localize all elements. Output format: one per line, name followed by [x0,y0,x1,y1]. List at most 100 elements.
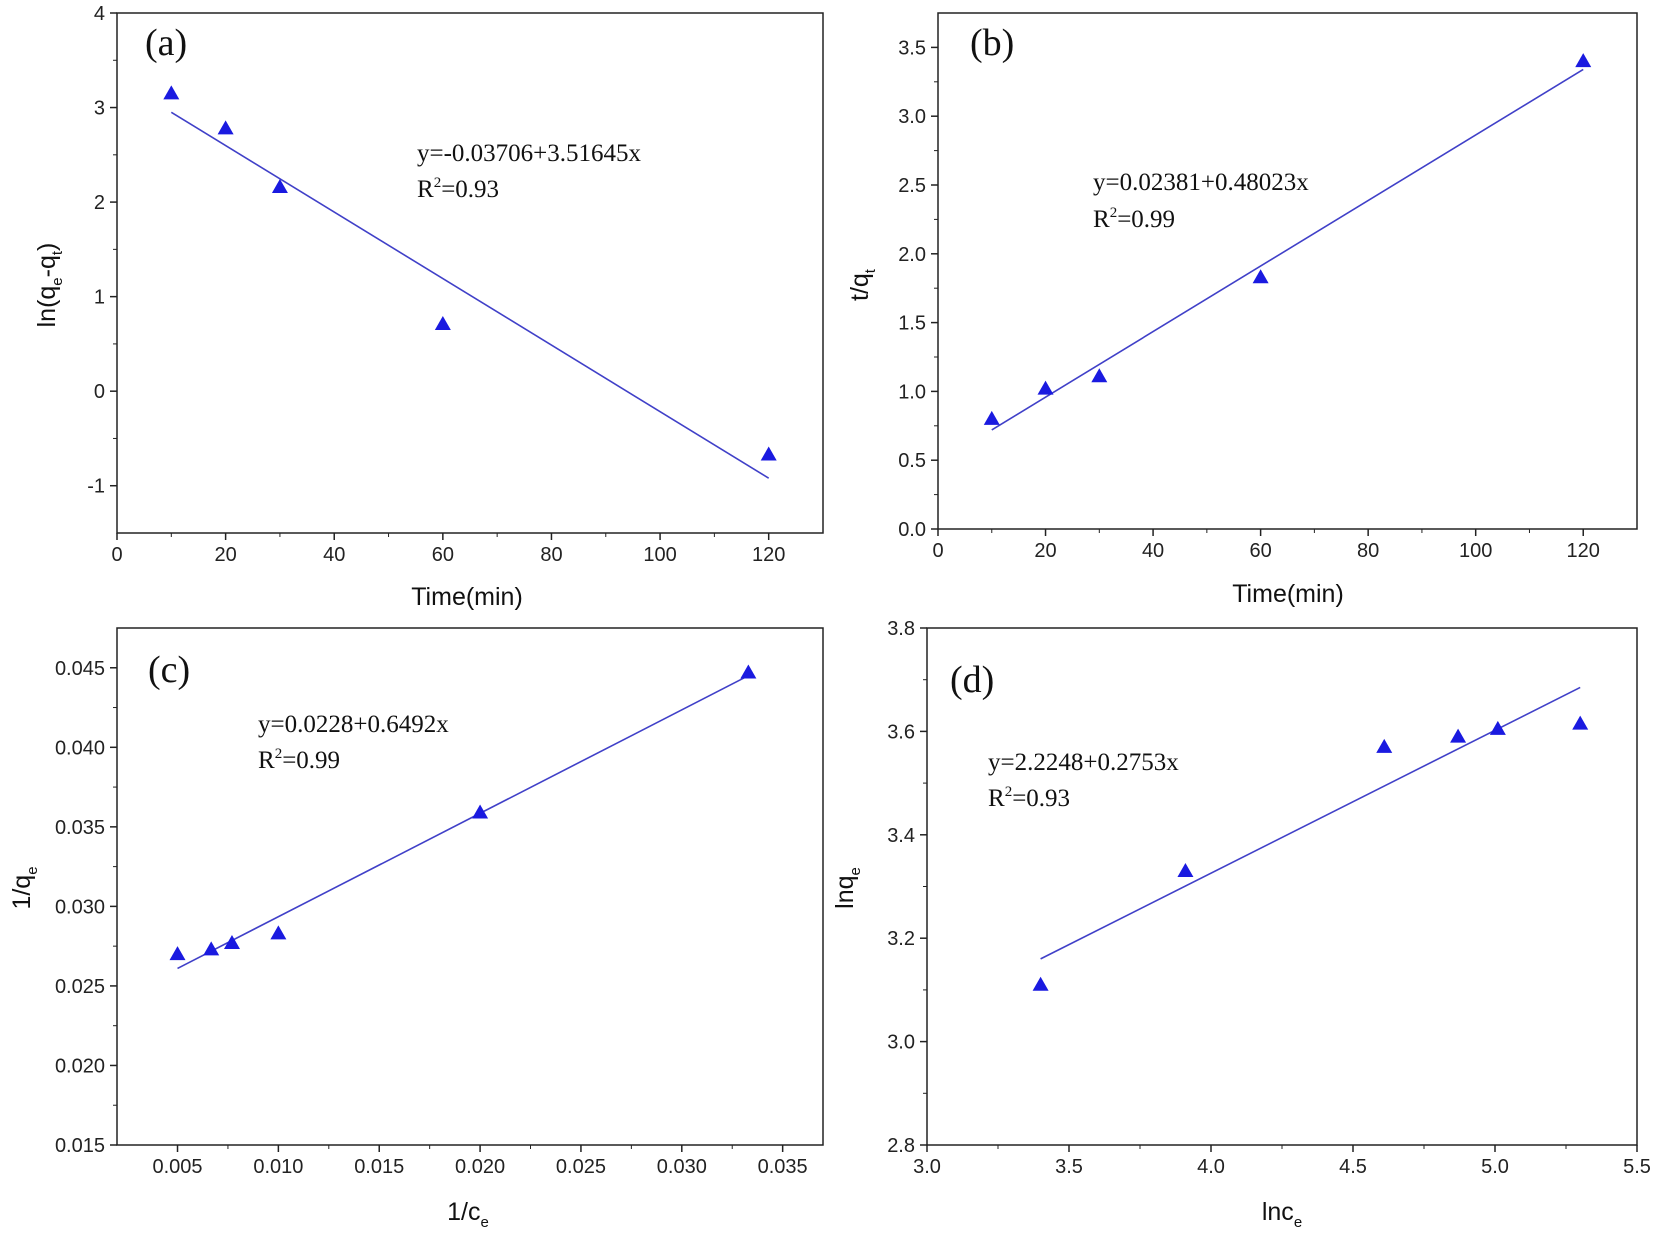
y-tick-label: 3.6 [887,721,915,743]
y-axis-title: lnqe [831,867,864,909]
panel-label: (d) [950,659,994,701]
x-tick-label: 0.030 [657,1156,707,1178]
x-tick-label: 100 [1459,540,1492,562]
r-squared: R2=0.99 [1093,205,1175,233]
y-tick-label: 0.030 [55,896,105,918]
y-tick-label: 2.8 [887,1135,915,1157]
data-point [1032,976,1049,991]
x-tick-label: 120 [752,544,785,566]
panel-label: (c) [148,649,190,691]
y-tick-label: 0.035 [55,817,105,839]
data-point [270,925,287,940]
y-tick-label: 0.020 [55,1055,105,1077]
x-tick-label: 40 [323,544,345,566]
y-tick-label: 0.015 [55,1135,105,1157]
data-point [1572,715,1589,730]
fit-equation: y=-0.03706+3.51645x [417,140,642,167]
x-tick-label: 0.035 [758,1156,808,1178]
x-tick-label: 40 [1142,540,1164,562]
x-tick-label: 0.010 [253,1156,303,1178]
panel-b: 0 20 40 60 80 100 120 0.0 0.5 1.0 1.5 2.0 2.5 3.0 3.5 (… [846,12,1638,608]
x-tick-label: 20 [1034,540,1056,562]
fit-line [1040,686,1581,960]
x-axis-title: Time(min) [1232,580,1344,608]
y-tick-label: 0.045 [55,658,105,680]
data-point [1177,862,1194,877]
data-point [223,934,240,949]
y-tick-label: 1.5 [898,313,926,335]
fit-line [991,68,1584,431]
data-point [1489,720,1506,735]
x-tick-label: 5.0 [1481,1156,1509,1178]
panel-label: (a) [145,22,187,64]
data-point [983,410,1000,425]
data-point [1037,380,1054,395]
fit-line [177,675,749,970]
y-tick-label: 3 [94,98,105,120]
panel-a: 0 20 40 60 80 100 120 -1 0 1 2 3 4 (a) y=-0.03706+3.51… [33,3,824,611]
panel-d: 3.0 3.5 4.0 4.5 5.0 5.52.83.03.23.43.63.8(d)y… [831,618,1651,1231]
x-tick-label: 0.005 [152,1156,202,1178]
fit-line [170,111,770,479]
data-point [271,178,288,193]
data-point [760,446,777,461]
x-tick-label: 0.015 [354,1156,404,1178]
data-point [169,946,186,961]
x-tick-label: 120 [1567,540,1600,562]
x-tick-label: 0.020 [455,1156,505,1178]
x-tick-label: 3.5 [1055,1156,1083,1178]
y-tick-label: 0.025 [55,976,105,998]
data-point [472,804,489,819]
data-point [217,120,234,135]
y-axis-title: 1/qe [8,866,41,909]
y-tick-label: 3.8 [887,618,915,640]
y-tick-label: 0.040 [55,737,105,759]
plot-frame [116,12,824,534]
x-tick-label: 60 [1249,540,1271,562]
x-tick-label: 4.0 [1197,1156,1225,1178]
y-axis-title: t/qt [846,268,879,301]
x-axis-title: lnce [1262,1198,1302,1231]
x-tick-label: 80 [540,544,562,566]
plot-frame [116,627,824,1146]
plot-frame [937,12,1638,530]
data-point [434,316,451,331]
data-point [163,85,180,100]
y-tick-label: 3.0 [887,1032,915,1054]
panel-label: (b) [970,22,1014,64]
x-axis-title: Time(min) [411,583,523,611]
x-tick-label: 0 [932,540,943,562]
y-tick-label: 2.5 [898,175,926,197]
data-point [1252,269,1269,284]
y-tick-label: 1 [94,287,105,309]
x-tick-label: 20 [214,544,236,566]
x-tick-label: 0 [111,544,122,566]
x-tick-label: 100 [643,544,676,566]
data-point [740,664,757,679]
y-axis-title: ln(qe-qt) [33,243,66,328]
y-tick-label: 3.4 [887,825,915,847]
data-point [203,941,220,956]
x-tick-label: 3.0 [913,1156,941,1178]
y-tick-label: 3.5 [898,37,926,59]
x-axis-title: 1/ce [447,1198,489,1231]
y-tick-label: 4 [94,3,105,25]
y-tick-label: 2.0 [898,244,926,266]
x-tick-label: 60 [432,544,454,566]
y-tick-label: 3.2 [887,928,915,950]
x-tick-label: 4.5 [1339,1156,1367,1178]
y-tick-label: 2 [94,192,105,214]
y-tick-label: 0.5 [898,450,926,472]
x-tick-label: 5.5 [1623,1156,1651,1178]
r-squared: R2=0.93 [417,175,499,203]
fit-equation: y=0.0228+0.6492x [258,711,449,738]
x-tick-label: 0.025 [556,1156,606,1178]
y-tick-label: -1 [87,476,105,498]
plot-frame [926,627,1638,1146]
r-squared: R2=0.99 [258,746,340,774]
y-tick-label: 3.0 [898,106,926,128]
data-point [1376,738,1393,753]
panel-c: 0.005 0.010 0.015 0.020 0.025 0.030 0.035 0.015… [8,627,824,1231]
y-tick-label: 0.0 [898,519,926,541]
